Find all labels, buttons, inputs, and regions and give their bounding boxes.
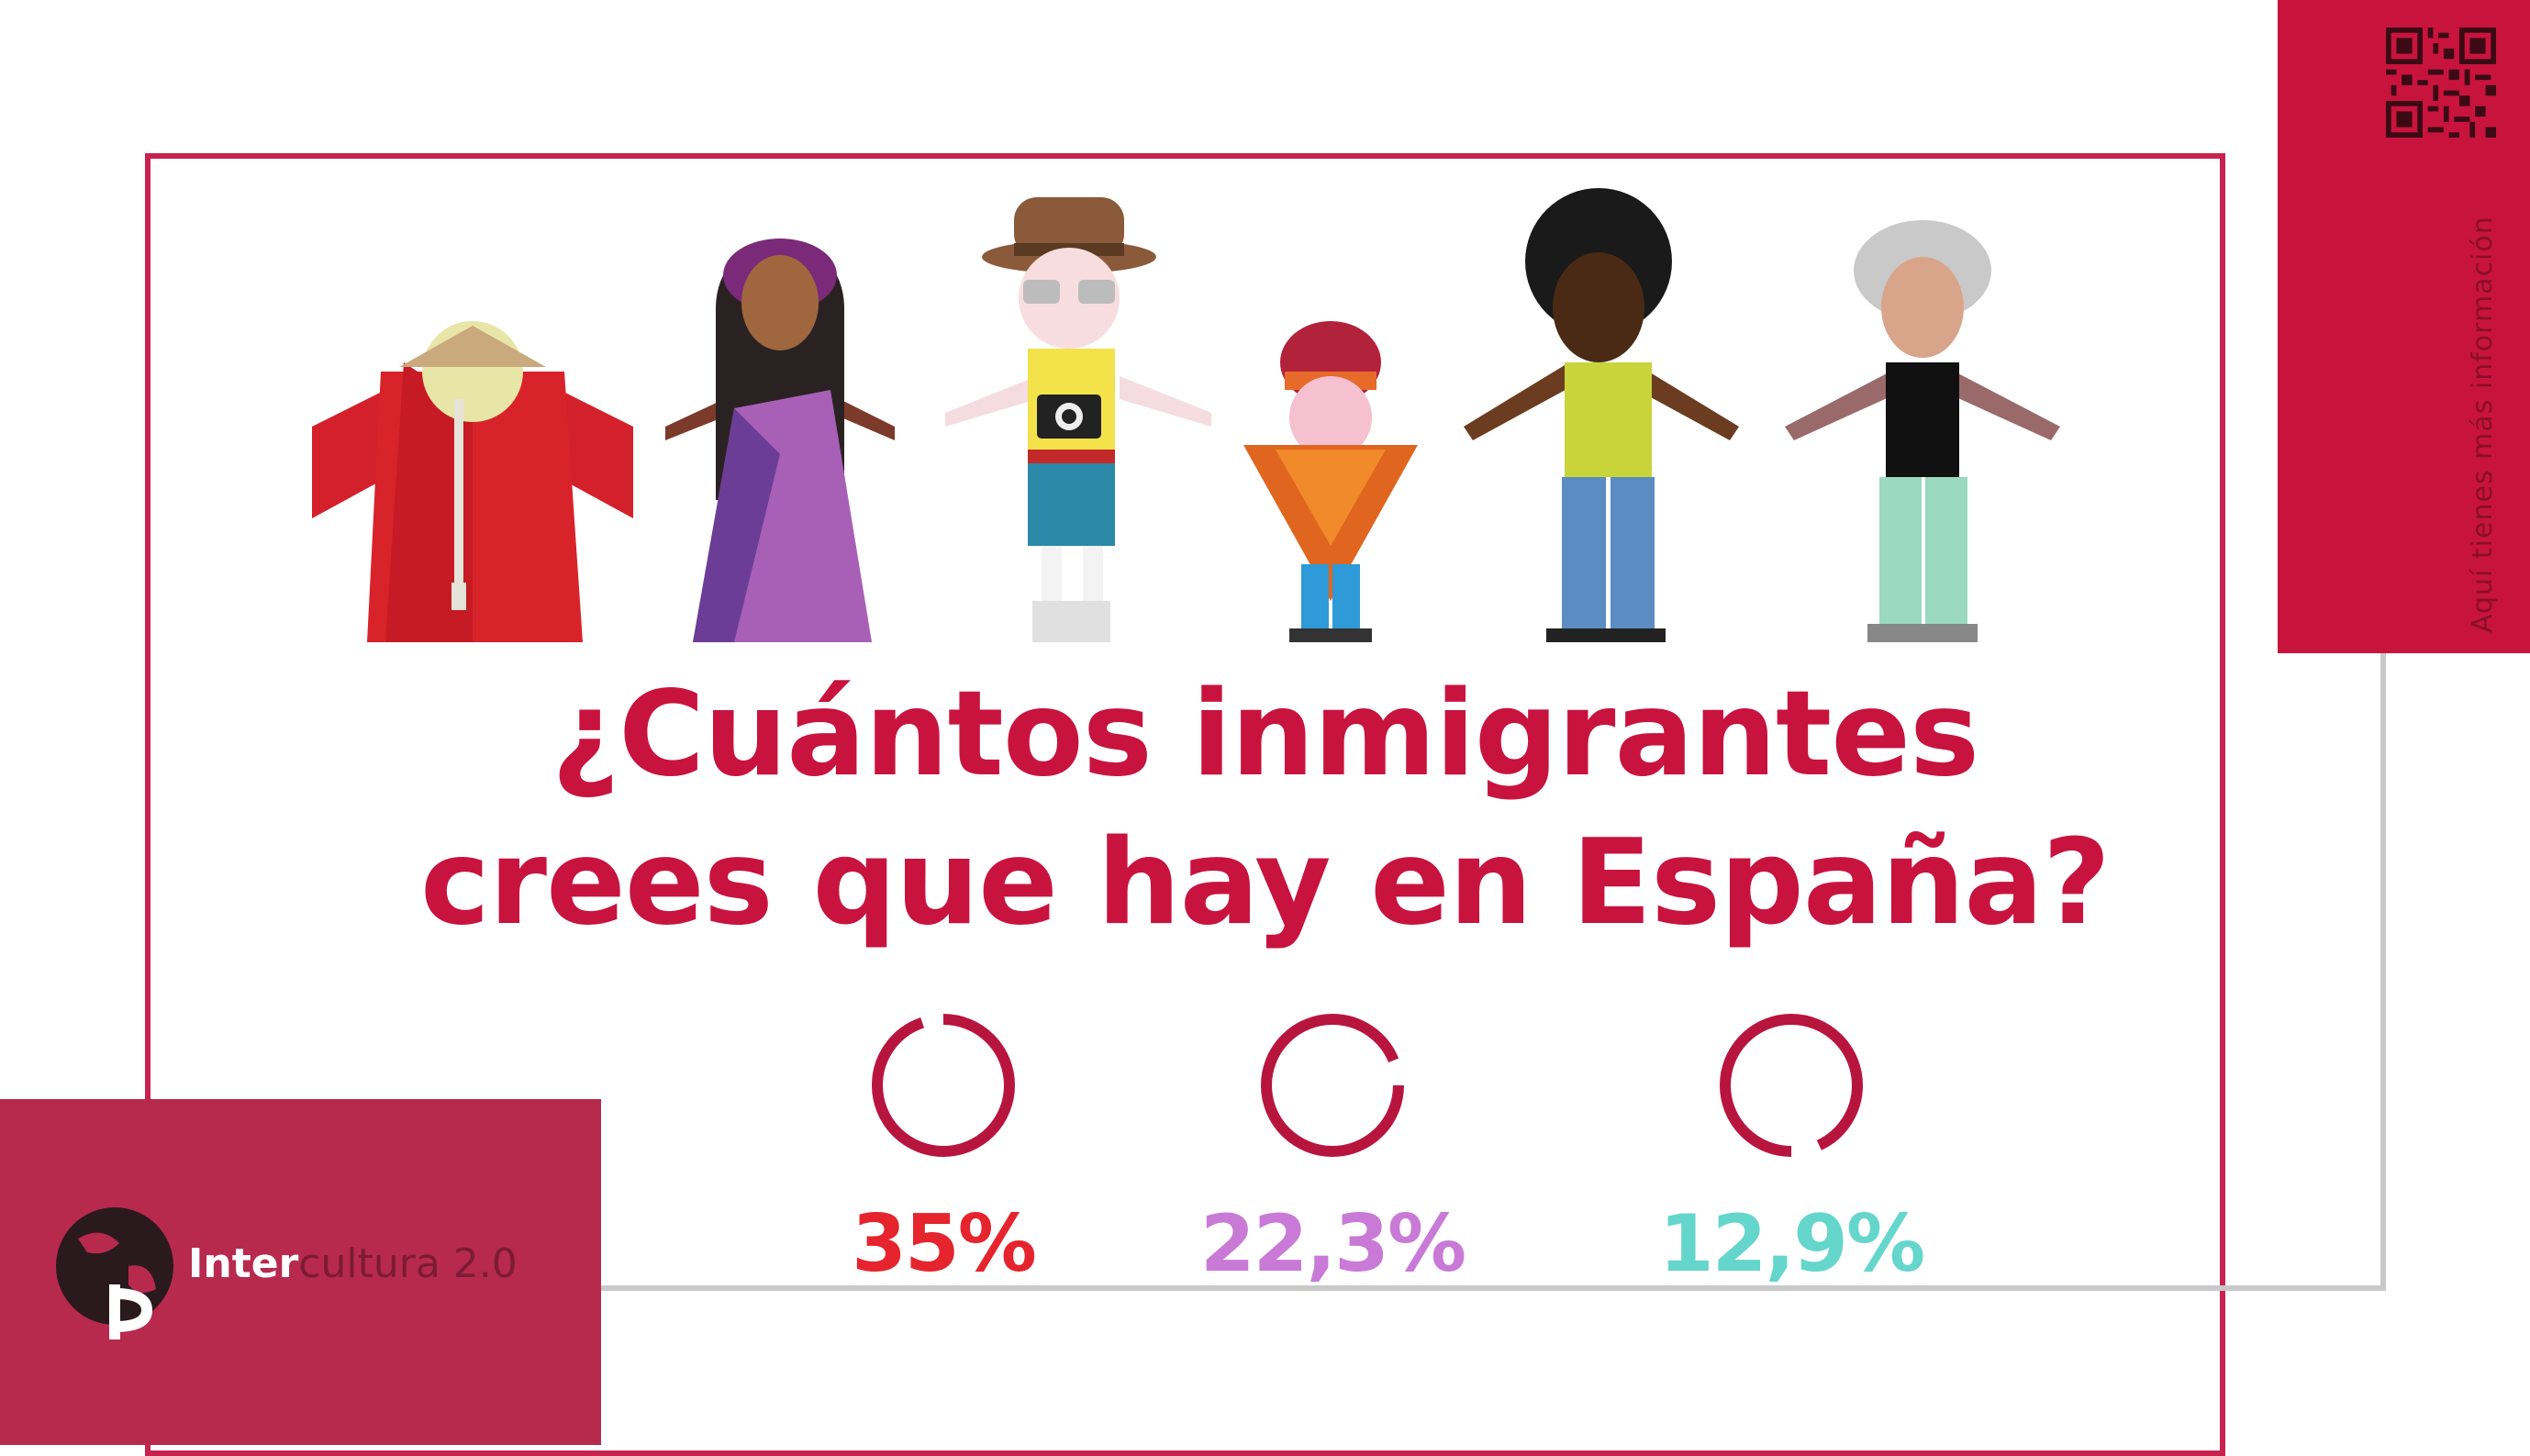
person-tourist bbox=[945, 197, 1211, 642]
progress-ring bbox=[1720, 1014, 1863, 1157]
qr-caption: Aquí tienes más información bbox=[2467, 216, 2499, 633]
question-heading: ¿Cuántos inmigrantes crees que hay en Es… bbox=[0, 661, 2530, 958]
people-illustration bbox=[312, 188, 2060, 642]
ring-stroke bbox=[1720, 1014, 1863, 1157]
ring-stroke bbox=[1261, 1014, 1404, 1157]
stat-3-value: 12,9% bbox=[1658, 1198, 1925, 1290]
person-elder bbox=[1785, 220, 2060, 642]
person-red-robe bbox=[312, 321, 633, 642]
stat-3: 12,9% bbox=[1654, 1007, 1929, 1290]
ring-stroke bbox=[872, 1014, 1015, 1157]
camera-icon bbox=[1037, 395, 1101, 439]
stat-1-value: 35% bbox=[852, 1198, 1037, 1290]
progress-ring bbox=[872, 1014, 1015, 1157]
progress-ring bbox=[1261, 1014, 1404, 1157]
brand-name: Intercultura 2.0 bbox=[188, 1240, 518, 1287]
stat-1: 35% bbox=[806, 1007, 1081, 1290]
person-afro bbox=[1464, 188, 1739, 642]
stat-2-value: 22,3% bbox=[1199, 1198, 1466, 1290]
question-line-2: crees que hay en España? bbox=[420, 815, 2111, 951]
shadow-frame-bottom bbox=[601, 1285, 2386, 1291]
brand-name-light: cultura 2.0 bbox=[298, 1240, 518, 1287]
qr-code-icon[interactable] bbox=[2386, 28, 2496, 138]
person-purple-sari bbox=[665, 239, 895, 642]
brand-name-bold: Inter bbox=[188, 1240, 299, 1287]
stat-2: 22,3% bbox=[1195, 1007, 1470, 1290]
qr-panel bbox=[2278, 0, 2530, 653]
question-line-1: ¿Cuántos inmigrantes bbox=[551, 666, 1979, 803]
globe-logo-icon bbox=[56, 1207, 173, 1339]
person-poncho-child bbox=[1243, 321, 1418, 642]
